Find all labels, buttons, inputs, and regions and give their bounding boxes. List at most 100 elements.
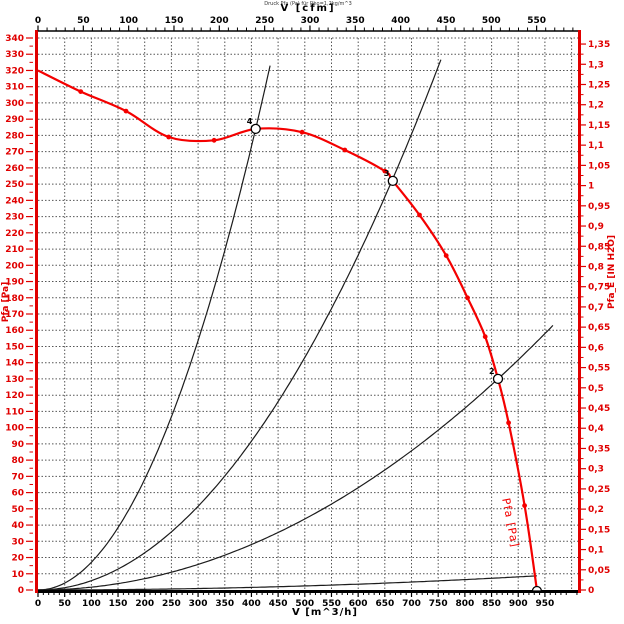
top-axis-label: V [cfm]: [280, 3, 336, 14]
tick-label: 1,35: [588, 40, 610, 50]
tick-label: 100: [5, 424, 24, 434]
tick-label: 310: [5, 83, 24, 93]
data-point: [342, 147, 348, 153]
tick-label: 0,65: [588, 323, 610, 333]
data-point: [506, 420, 511, 426]
tick-label: 130: [5, 375, 24, 385]
tick-label: 80: [11, 456, 24, 466]
tick-label: 500: [295, 599, 314, 609]
tick-label: 0,55: [588, 364, 610, 374]
tick-label: 140: [5, 359, 24, 369]
tick-label: 290: [5, 115, 24, 125]
tick-label: 0,7: [588, 303, 604, 313]
tick-label: 800: [455, 599, 474, 609]
left-axis-label: Pfa [Pa]: [1, 281, 11, 323]
axes: [35, 30, 581, 593]
tick-label: 1,3: [588, 60, 604, 70]
system-curves: [37, 59, 554, 591]
operating-point-marker: [387, 175, 398, 187]
tick-label: 40: [11, 521, 24, 531]
tick-label: 100: [119, 16, 138, 26]
tick-label: 400: [391, 16, 410, 26]
data-point: [482, 334, 488, 340]
tick-label: 400: [242, 599, 261, 609]
tick-label: 0,1: [588, 546, 604, 556]
tick-label: 0,95: [588, 202, 610, 212]
tick-label: 1,25: [588, 80, 610, 90]
tick-label: 250: [162, 599, 181, 609]
tick-label: 0,15: [588, 525, 610, 535]
tick-label: 230: [5, 213, 24, 223]
tick-label: 450: [269, 599, 288, 609]
tick-label: 0,5: [588, 384, 604, 394]
data-point: [211, 137, 217, 143]
tick-label: 0,8: [588, 262, 604, 272]
tick-label: 0: [35, 599, 41, 609]
tick-label: 50: [58, 599, 71, 609]
tick-label: 0,85: [588, 242, 610, 252]
data-point: [443, 253, 449, 258]
tick-label: 110: [5, 407, 24, 417]
tick-label: 1,05: [588, 161, 610, 171]
tick-label: 150: [5, 342, 24, 352]
tick-label: 0,4: [588, 424, 604, 434]
system-curve-2: [37, 59, 442, 591]
tick-label: 0,9: [588, 222, 604, 232]
tick-label: 450: [437, 16, 456, 26]
tick-label: 160: [5, 326, 24, 336]
tick-label: 250: [5, 180, 24, 190]
tick-label: 190: [5, 278, 24, 288]
fan-curve-points: [78, 89, 527, 508]
data-point: [166, 134, 172, 140]
tick-label: 340: [5, 34, 24, 44]
tick-label: 170: [5, 310, 24, 320]
right-axis-ticks: 0 0,05 0,1 0,15 0,2 0,25 0,3 0,35 0,4 0,45 0,5 0,55…: [581, 40, 610, 596]
tick-label: 0: [18, 586, 24, 596]
operating-point-marker: [250, 123, 261, 135]
tick-label: 20: [11, 554, 24, 564]
tick-label: 200: [5, 261, 24, 271]
tick-label: 1,1: [588, 141, 604, 151]
system-curve-1: [37, 65, 271, 591]
tick-label: 260: [5, 164, 24, 174]
tick-label: 0,35: [588, 444, 610, 454]
tick-label: 200: [210, 16, 229, 26]
top-axis-ticks: 0 50 100 150 200 250 300 350 400 450 500 550: [35, 16, 574, 31]
tick-label: 0,6: [588, 343, 604, 353]
tick-label: 0,2: [588, 505, 604, 515]
tick-label: 300: [189, 599, 208, 609]
tick-label: 550: [527, 16, 546, 26]
bottom-axis-label: V [m^3/h]: [292, 607, 358, 618]
tick-label: 600: [349, 599, 368, 609]
tick-label: 50: [77, 16, 90, 26]
tick-label: 900: [509, 599, 528, 609]
data-point: [382, 168, 388, 174]
operating-point-label: 3: [384, 169, 390, 178]
operating-point-label: 4: [247, 117, 253, 126]
tick-label: 320: [5, 66, 24, 76]
right-axis-label: Pfa_E [IN H2O]: [607, 234, 617, 310]
tick-label: 850: [482, 599, 501, 609]
tick-label: 0,25: [588, 485, 610, 495]
tick-label: 650: [375, 599, 394, 609]
tick-label: 200: [135, 599, 154, 609]
tick-label: 10: [11, 570, 24, 580]
tick-label: 280: [5, 131, 24, 141]
tick-label: 180: [5, 294, 24, 304]
tick-label: 330: [5, 50, 24, 60]
tick-label: 0,3: [588, 465, 604, 475]
tick-label: 550: [322, 599, 341, 609]
tick-label: 100: [82, 599, 101, 609]
tick-label: 350: [215, 599, 234, 609]
tick-label: 350: [346, 16, 365, 26]
tick-label: 240: [5, 196, 24, 206]
tick-label: 300: [5, 99, 24, 109]
tick-label: 220: [5, 229, 24, 239]
data-point: [417, 212, 422, 218]
tick-label: 1,15: [588, 121, 610, 131]
tick-label: 750: [429, 599, 448, 609]
tick-label: 30: [11, 537, 24, 547]
tick-label: 70: [11, 472, 24, 482]
